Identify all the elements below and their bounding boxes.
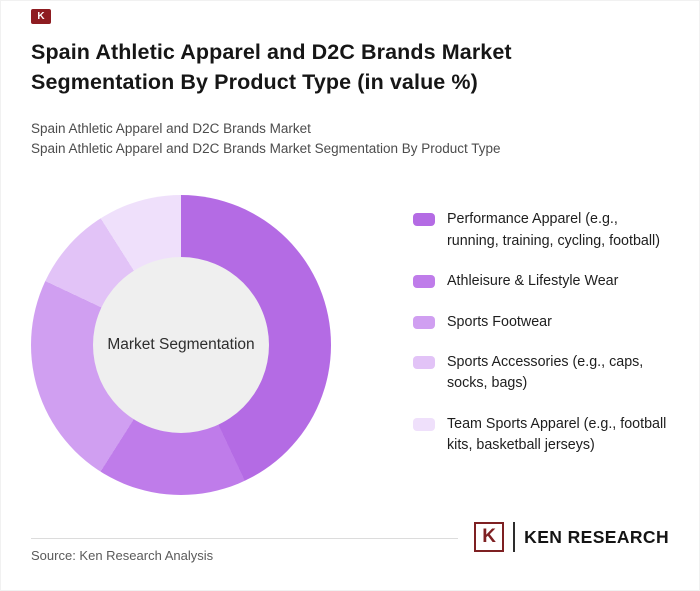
legend-swatch [413,355,435,369]
ken-research-logo: K KEN RESEARCH [458,522,669,552]
legend-item: Athleisure & Lifestyle Wear [413,271,669,292]
legend-swatch [413,417,435,431]
legend: Performance Apparel (e.g., running, trai… [413,195,669,495]
page-title-line1: Spain Athletic Apparel and D2C Brands Ma… [31,40,512,64]
legend-item: Performance Apparel (e.g., running, trai… [413,209,669,252]
legend-swatch [413,213,435,227]
legend-swatch [413,315,435,329]
footer: Source: Ken Research Analysis K KEN RESE… [31,522,669,563]
logo-divider [513,522,516,552]
legend-swatch [413,275,435,289]
legend-label: Performance Apparel (e.g., running, trai… [447,211,660,249]
legend-item: Team Sports Apparel (e.g., football kits… [413,414,669,457]
page-title-line2: Segmentation By Product Type (in value %… [31,70,478,95]
page-title: Spain Athletic Apparel and D2C Brands Ma… [31,37,669,97]
legend-label: Athleisure & Lifestyle Wear [447,273,619,290]
legend-label: Sports Footwear [447,313,552,330]
source-note: Source: Ken Research Analysis [31,548,214,563]
legend-item: Sports Accessories (e.g., caps, socks, b… [413,352,669,395]
legend-label: Sports Accessories (e.g., caps, socks, b… [447,353,644,392]
ken-research-mark-icon: K [31,9,51,24]
legend-item: Sports Footwear [413,312,669,333]
legend-label: Team Sports Apparel (e.g., football kits… [447,415,667,454]
subtitle-line2: Spain Athletic Apparel and D2C Brands Ma… [31,141,501,157]
ken-research-k-icon: K [474,522,505,552]
chart-and-legend-row: Market Segmentation Performance Apparel … [31,195,669,496]
donut-chart: Market Segmentation [31,195,331,496]
subtitle-block: Spain Athletic Apparel and D2C Brands Ma… [31,119,669,159]
donut-center: Market Segmentation [93,257,269,434]
logo-wordmark: KEN RESEARCH [524,526,669,547]
donut-center-label: Market Segmentation [107,336,255,354]
subtitle-line1: Spain Athletic Apparel and D2C Brands Ma… [31,121,311,137]
